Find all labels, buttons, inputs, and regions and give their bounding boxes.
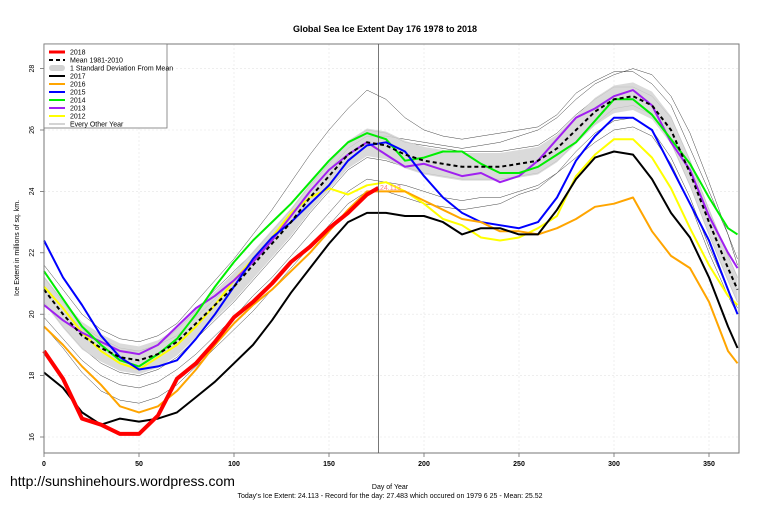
legend-label: 2018 [70,50,86,57]
x-tick-label: 150 [323,461,335,468]
legend-label: 2015 [70,90,86,97]
y-tick-label: 22 [29,249,36,257]
axes: 0 50 100 150 200 250 300 350 16 18 20 22 24 26 28 [29,43,740,468]
plot-frame [43,43,740,454]
legend-label: 2017 [70,74,86,81]
legend-label: Every Other Year [70,122,124,129]
y-tick-label: 20 [29,310,36,318]
series-line-2013 [43,89,739,356]
x-tick-label: 300 [608,461,620,468]
legend-label: 2013 [70,106,86,113]
chart-title: Global Sea Ice Extent Day 176 1978 to 20… [293,24,477,34]
legend-box [43,43,168,129]
other-year-line [43,71,738,343]
x-tick-label: 100 [228,461,240,468]
mean-line [43,95,739,362]
year-lines [42,89,739,436]
series-line-2018 [42,186,380,436]
legend-label: 2014 [70,98,86,105]
y-tick-label: 28 [29,65,36,73]
today-value-label: 24.113 [380,185,401,192]
legend-label: 2012 [70,114,86,121]
x-tick-label: 350 [703,461,715,468]
x-tick-label: 200 [418,461,430,468]
series-line-2017 [43,150,739,426]
legend-label: 1 Standard Deviation From Mean [70,66,173,73]
series-line-2015 [43,116,739,371]
y-tick-label: 26 [29,126,36,134]
y-tick-label: 16 [29,433,36,441]
y-tick-label: 24 [29,187,36,195]
x-tick-label: 0 [42,461,46,468]
y-axis-label: Ice Extent in millions of sq. km. [14,200,21,296]
other-year-line [43,126,738,404]
x-axis-label: Day of Year [372,484,409,491]
watermark-url[interactable]: http://sunshinehours.wordpress.com [10,473,235,489]
series-line-2012 [43,138,739,371]
x-tick-label: 250 [513,461,525,468]
y-tick-label: 18 [29,372,36,380]
chart-subtitle: Today's Ice Extent: 24.113 - Record for … [237,493,542,500]
x-tick-label: 50 [135,461,143,468]
legend-label: 2016 [70,82,86,89]
legend-label: Mean 1981-2010 [70,58,123,65]
series-line-2016 [43,190,739,414]
legend-swatch [49,65,65,71]
